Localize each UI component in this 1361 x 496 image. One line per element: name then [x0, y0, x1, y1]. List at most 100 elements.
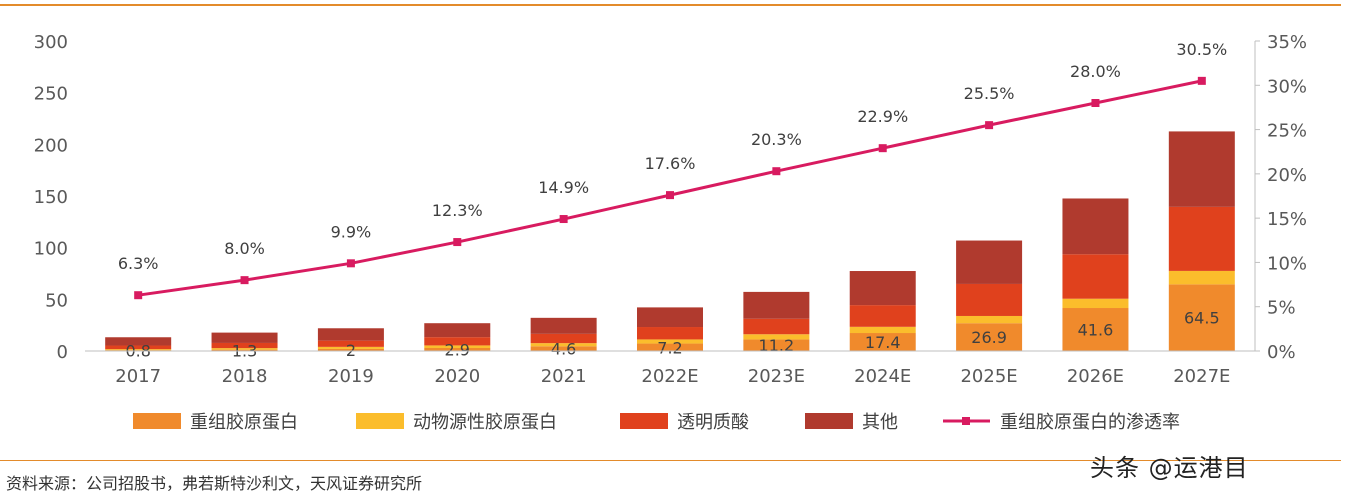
bar-segment-4 [956, 240, 1023, 284]
bar-segment-1 [743, 339, 810, 351]
right-axis-tick-label: 15% [1267, 209, 1307, 230]
source-note: 资料来源：公司招股书，弗若斯特沙利文，天风证券研究所 [6, 474, 423, 493]
bar-segment-2 [105, 349, 172, 351]
left-axis-tick-label: 250 [34, 84, 68, 105]
left-y-axis: 0 50 100 150 200 250 300 [34, 32, 68, 363]
line-data-label: 22.9% [857, 107, 908, 126]
x-axis: 2017 2018 2019 2020 2021 2022E 2023E 2024E 2025E… [85, 350, 1255, 387]
right-axis-tick-label: 5% [1267, 298, 1296, 319]
right-axis-tick-label: 30% [1267, 76, 1307, 97]
line-data-label: 8.0% [224, 239, 265, 258]
x-axis-tick-label: 2027E [1173, 366, 1230, 387]
x-axis-tick-label: 2023E [748, 366, 805, 387]
bar-segment-3 [637, 327, 703, 340]
line-data-label: 25.5% [964, 84, 1015, 103]
legend-label-1: 重组胶原蛋白 [190, 412, 298, 433]
bar-segment-2 [1062, 298, 1129, 309]
left-axis-tick-label: 100 [34, 239, 68, 260]
bar-segment-2 [637, 339, 703, 344]
bar-segment-2 [743, 334, 810, 340]
bar-data-label: 26.9 [971, 328, 1007, 347]
bar-stacks: 0.8 1.3 2 2.9 4.6 7.2 11.2 17.4 26.9 41.664.5 [105, 131, 1235, 361]
bar-segment-4 [1062, 198, 1129, 255]
line-point-marker [559, 215, 568, 224]
bar-segment-1 [1062, 308, 1129, 351]
bar-segment-4 [743, 291, 810, 319]
bar-segment-2 [317, 346, 384, 349]
left-axis-tick-label: 50 [45, 290, 68, 311]
bar-segment-3 [105, 345, 172, 350]
bar-data-label: 17.4 [865, 333, 901, 352]
penetration-line-path [137, 79, 1203, 297]
line-data-label: 28.0% [1070, 62, 1121, 81]
bar-segment-4 [424, 323, 491, 338]
left-axis-tick-label: 300 [34, 32, 68, 53]
bar-data-label: 41.6 [1078, 321, 1114, 340]
legend-swatch-3 [620, 413, 668, 429]
line-point-marker [772, 167, 781, 176]
line-data-label: 14.9% [538, 178, 589, 197]
left-axis-tick-label: 0 [57, 342, 68, 363]
bar-segment-4 [530, 317, 597, 334]
bar-segment-2 [211, 348, 278, 350]
bar-segment-3 [956, 283, 1023, 316]
legend: 重组胶原蛋白 动物源性胶原蛋白 透明质酸 其他 重组胶原蛋白的渗透率 [133, 412, 1180, 433]
x-axis-tick-label: 2026E [1067, 366, 1124, 387]
bar-data-label: 4.6 [551, 340, 576, 359]
stacked-bar-line-chart: 0 50 100 150 200 250 300 0% 5% 10% 15% 20% 25% 30% 35… [34, 32, 1307, 433]
bar-segment-1 [317, 348, 384, 351]
legend-label-2: 动物源性胶原蛋白 [413, 412, 557, 433]
x-axis-tick-label: 2024E [854, 366, 911, 387]
legend-swatch-4 [805, 413, 853, 429]
legend-swatch-2 [356, 413, 404, 429]
bar-data-label: 7.2 [657, 338, 682, 357]
bar-data-label: 64.5 [1184, 309, 1220, 328]
right-axis-tick-label: 35% [1267, 32, 1307, 53]
bar-segment-4 [105, 337, 172, 346]
line-data-label: 17.6% [645, 154, 696, 173]
bottom-divider [0, 460, 1341, 461]
penetration-line: 6.3% 8.0% 9.9% 12.3% 14.9% 17.6% 20.3% 22.9% 25.… [118, 40, 1227, 300]
bar-data-label: 2.9 [445, 341, 470, 360]
right-axis-tick-label: 20% [1267, 165, 1307, 186]
x-axis-tick-label: 2017 [115, 366, 161, 387]
bar-segment-4 [317, 328, 384, 341]
bar-segment-1 [424, 348, 491, 351]
bar-segment-3 [743, 318, 810, 335]
x-axis-tick-label: 2022E [641, 366, 698, 387]
x-axis-tick-label: 2020 [434, 366, 480, 387]
bar-segment-2 [849, 326, 916, 334]
bar-segment-1 [637, 343, 703, 351]
line-point-marker [1091, 99, 1100, 107]
bar-segment-1 [956, 323, 1023, 351]
left-axis-tick-label: 150 [34, 187, 68, 208]
line-data-label: 9.9% [331, 222, 372, 241]
top-divider [0, 4, 1341, 6]
bar-segment-3 [317, 340, 384, 347]
bar-segment-1 [211, 349, 278, 351]
bar-data-label: 2 [346, 341, 356, 360]
line-point-marker [240, 276, 249, 285]
line-point-marker [453, 238, 462, 247]
legend-line-marker [962, 417, 970, 425]
bar-segment-1 [849, 333, 916, 351]
legend-label-4: 其他 [862, 412, 898, 433]
bar-segment-2 [424, 345, 491, 349]
legend-label-line: 重组胶原蛋白的渗透率 [1000, 412, 1180, 433]
left-axis-tick-label: 200 [34, 135, 68, 156]
bar-segment-4 [849, 271, 916, 306]
right-y-axis: 0% 5% 10% 15% 20% 25% 30% 35% [1254, 32, 1307, 363]
bar-segment-2 [1168, 270, 1235, 285]
bar-segment-4 [211, 332, 278, 343]
line-data-label: 6.3% [118, 254, 159, 273]
line-point-marker [985, 121, 994, 130]
bar-segment-3 [1168, 206, 1235, 271]
line-data-label: 12.3% [432, 201, 483, 220]
bar-segment-1 [1168, 284, 1235, 351]
watermark-text: 头条 @运港目 [1090, 454, 1249, 482]
x-axis-tick-label: 2025E [960, 366, 1017, 387]
right-axis-tick-label: 10% [1267, 253, 1307, 274]
line-data-label: 20.3% [751, 130, 802, 149]
x-axis-tick-label: 2019 [328, 366, 374, 387]
